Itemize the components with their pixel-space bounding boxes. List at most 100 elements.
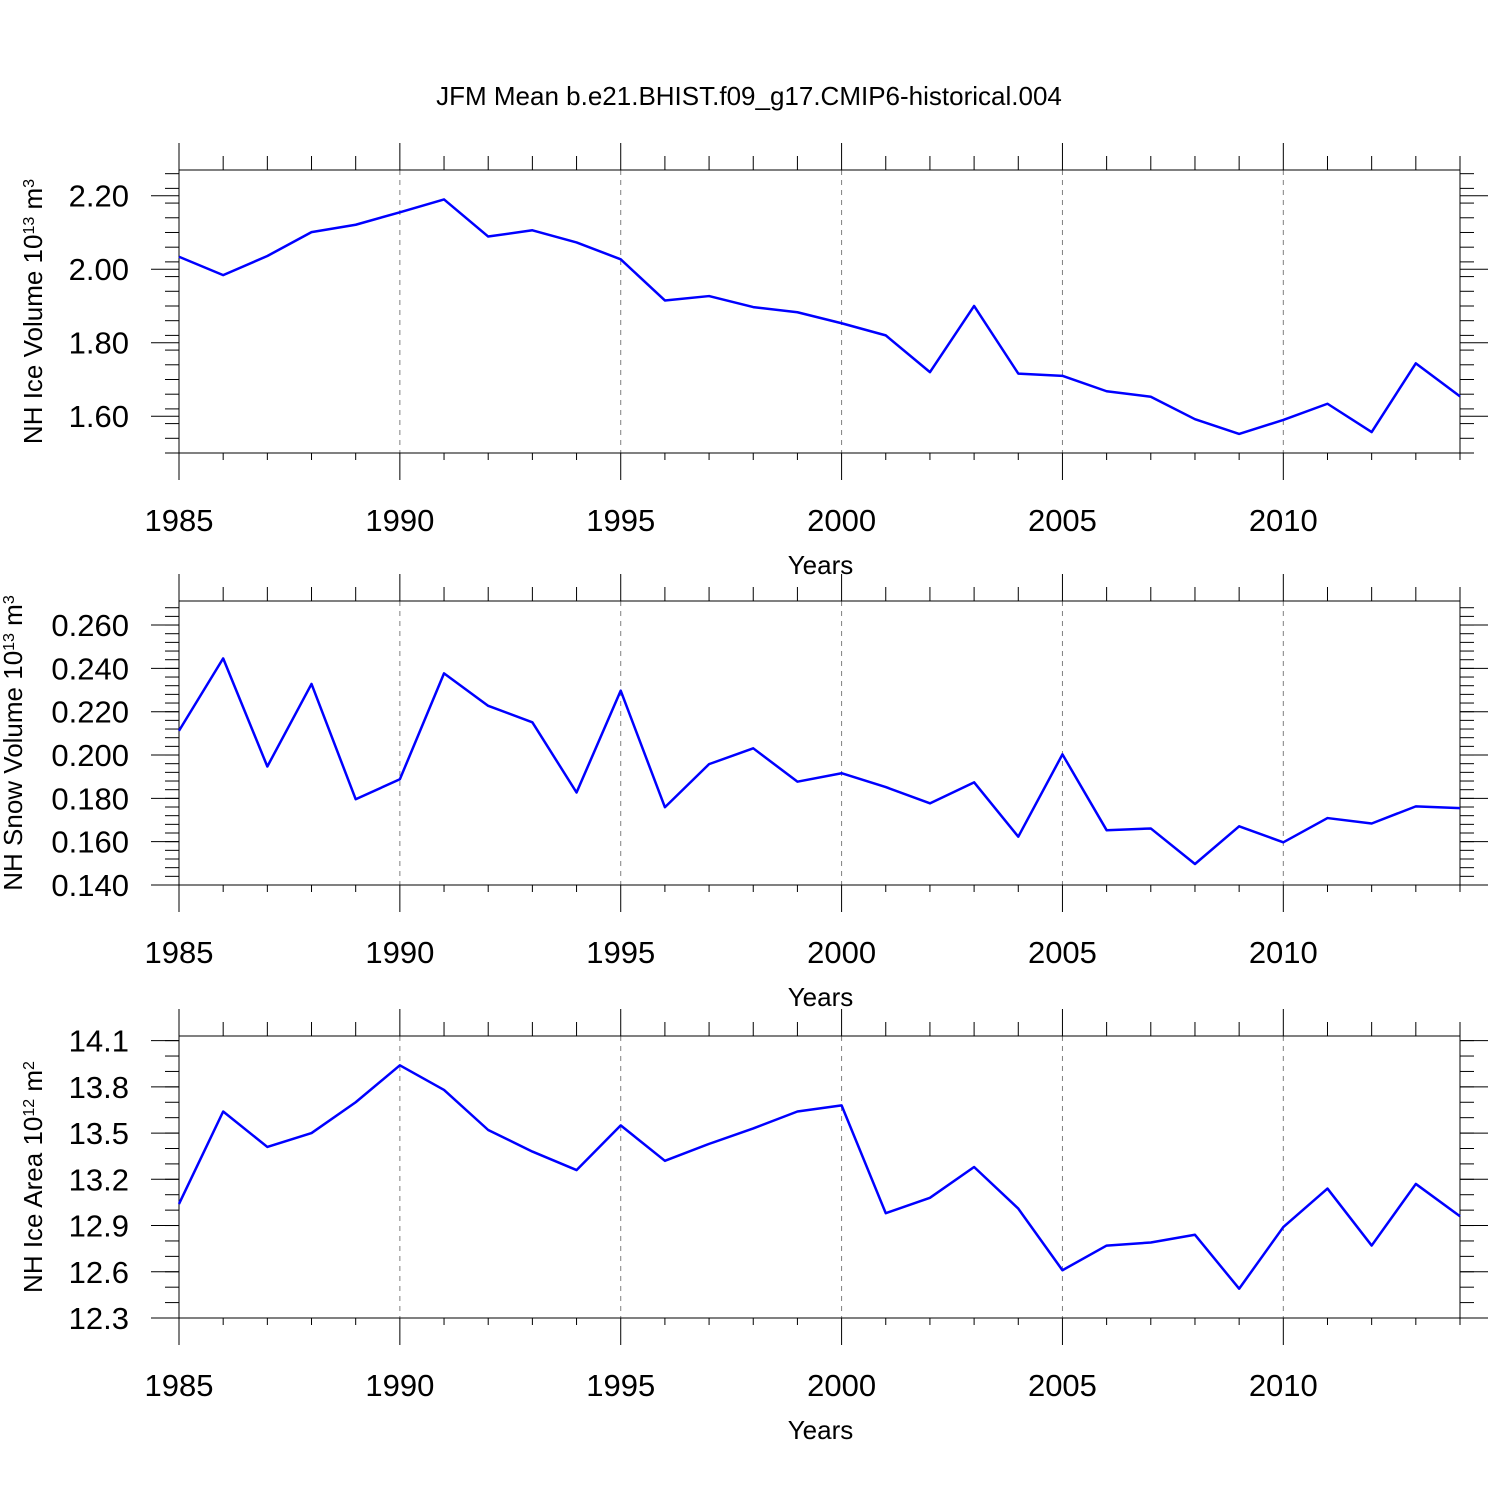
y-axis-title-unit: m — [18, 188, 48, 217]
data-point-2011 — [1325, 816, 1329, 820]
data-point-2008 — [1193, 862, 1197, 866]
x-tick-label-2000: 2000 — [807, 503, 876, 538]
data-point-2006 — [1105, 1244, 1109, 1248]
y-tick-label-2.00: 2.00 — [69, 252, 129, 287]
y-tick-label-14.1: 14.1 — [69, 1024, 129, 1059]
data-point-1988 — [310, 682, 314, 686]
y-axis-title-unit-exponent: 2 — [21, 1061, 38, 1070]
y-tick-label-12.3: 12.3 — [69, 1301, 129, 1336]
data-point-1990 — [398, 210, 402, 214]
data-point-1994 — [575, 1168, 579, 1172]
data-point-2013 — [1414, 1182, 1418, 1186]
plot-frame — [178, 169, 1461, 454]
data-point-1999 — [795, 1110, 799, 1114]
data-point-1994 — [575, 240, 579, 244]
data-point-1985 — [177, 255, 181, 259]
data-point-1995 — [619, 689, 623, 693]
data-point-2007 — [1149, 826, 1153, 830]
y-tick-label-1.60: 1.60 — [69, 399, 129, 434]
y-axis-title-exponent: 12 — [21, 1099, 38, 1117]
data-point-1988 — [310, 230, 314, 234]
x-axis-title: Years — [788, 1415, 854, 1445]
plot-frame — [178, 1035, 1461, 1319]
data-point-1989 — [354, 797, 358, 801]
y-axis-title: NH Ice Volume 1013 m3 — [18, 179, 48, 444]
y-tick-label-1.80: 1.80 — [69, 326, 129, 361]
data-point-2013 — [1414, 361, 1418, 365]
y-axis-title-exponent: 13 — [21, 217, 38, 235]
data-point-2001 — [884, 1211, 888, 1215]
x-tick-label-1995: 1995 — [586, 1368, 655, 1403]
data-point-2004 — [1016, 1207, 1020, 1211]
y-tick-label-12.9: 12.9 — [69, 1209, 129, 1244]
series-line-nh-ice-area — [177, 1064, 1461, 1290]
y-tick-label-12.6: 12.6 — [69, 1255, 129, 1290]
y-axis-title-unit: m — [0, 604, 28, 633]
x-tick-label-1995: 1995 — [586, 503, 655, 538]
y-axis-title-text: NH Snow Volume 10 — [0, 651, 28, 891]
y-tick-label-0.200: 0.200 — [51, 738, 129, 773]
data-point-1989 — [354, 1100, 358, 1104]
x-tick-label-2010: 2010 — [1249, 935, 1318, 970]
data-point-1996 — [663, 805, 667, 809]
data-point-2003 — [972, 780, 976, 784]
data-point-1987 — [265, 1145, 269, 1149]
data-point-1996 — [663, 1159, 667, 1163]
data-point-2009 — [1237, 1287, 1241, 1291]
data-point-2014 — [1458, 806, 1462, 810]
data-point-1990 — [398, 1063, 402, 1067]
data-point-1994 — [575, 790, 579, 794]
panels: 1985 1990 1995 2000 2005 2010 Years 1.60 1.80 2.0… — [0, 143, 1488, 1445]
data-point-1998 — [751, 1126, 755, 1130]
data-point-1985 — [177, 1202, 181, 1206]
data-point-1992 — [486, 704, 490, 708]
data-point-1987 — [265, 765, 269, 769]
data-point-2014 — [1458, 394, 1462, 398]
y-tick-label-0.140: 0.140 — [51, 868, 129, 903]
data-point-2007 — [1149, 1240, 1153, 1244]
series-line-nh-ice-volume — [178, 198, 1461, 436]
data-point-2005 — [1060, 374, 1064, 378]
y-tick-label-0.220: 0.220 — [51, 695, 129, 730]
data-point-2005 — [1060, 752, 1064, 756]
data-point-1985 — [177, 729, 181, 733]
data-point-1987 — [265, 254, 269, 258]
y-axis-title-exponent: 13 — [1, 633, 18, 651]
y-tick-label-0.160: 0.160 — [51, 825, 129, 860]
data-point-2008 — [1193, 1233, 1197, 1237]
data-point-1991 — [442, 671, 446, 675]
data-point-1997 — [707, 1142, 711, 1146]
data-point-2011 — [1325, 1187, 1329, 1191]
x-tick-label-2005: 2005 — [1028, 1368, 1097, 1403]
y-axis-title: NH Ice Area 1012 m2 — [18, 1061, 48, 1293]
data-point-1986 — [221, 1110, 225, 1114]
data-point-1996 — [663, 298, 667, 302]
x-tick-label-1990: 1990 — [365, 1368, 434, 1403]
x-axis-title: Years — [788, 982, 854, 1012]
x-tick-label-2005: 2005 — [1028, 503, 1097, 538]
data-point-1995 — [619, 257, 623, 261]
chart-panel-1: 1985 1990 1995 2000 2005 2010 Years 1.60 1.80 2.0… — [18, 143, 1488, 580]
data-point-2004 — [1016, 835, 1020, 839]
y-axis-title: NH Snow Volume 1013 m3 — [0, 595, 28, 891]
y-axis-title-text: NH Ice Area 10 — [18, 1117, 48, 1293]
data-point-1999 — [795, 310, 799, 314]
data-point-2001 — [884, 785, 888, 789]
data-point-2004 — [1016, 372, 1020, 376]
data-point-1992 — [486, 1128, 490, 1132]
y-axis-title-text: NH Ice Volume 10 — [18, 235, 48, 445]
data-point-2011 — [1325, 402, 1329, 406]
data-point-2012 — [1370, 1244, 1374, 1248]
data-point-2013 — [1414, 804, 1418, 808]
series-line-nh-snow-volume — [177, 657, 1461, 866]
x-axis-title: Years — [788, 550, 854, 580]
x-tick-label-2005: 2005 — [1028, 935, 1097, 970]
data-point-2010 — [1281, 840, 1285, 844]
data-point-1999 — [795, 780, 799, 784]
x-tick-label-2010: 2010 — [1249, 1368, 1318, 1403]
y-tick-label-13.5: 13.5 — [69, 1116, 129, 1151]
data-point-2006 — [1105, 389, 1109, 393]
y-tick-label-0.260: 0.260 — [51, 608, 129, 643]
y-axis-title-unit-exponent: 3 — [21, 179, 38, 188]
